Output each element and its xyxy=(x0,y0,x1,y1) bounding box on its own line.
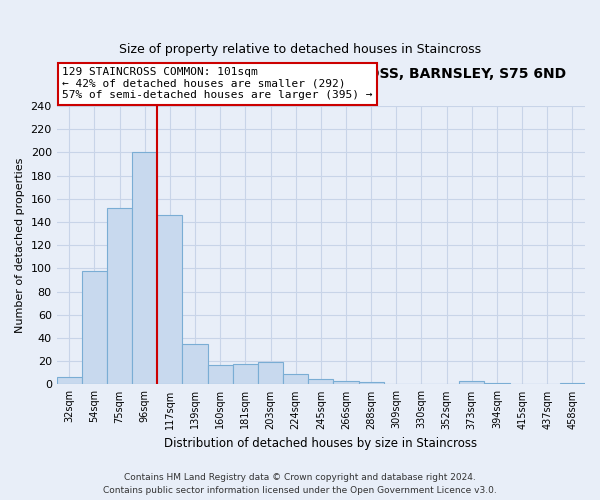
Bar xyxy=(107,208,132,384)
Text: 129 STAINCROSS COMMON: 101sqm
← 42% of detached houses are smaller (292)
57% of : 129 STAINCROSS COMMON: 101sqm ← 42% of d… xyxy=(62,67,373,100)
Bar xyxy=(233,364,258,384)
Bar xyxy=(208,364,233,384)
Bar xyxy=(258,362,283,384)
Bar xyxy=(334,381,359,384)
Bar xyxy=(459,381,484,384)
Bar xyxy=(132,152,157,384)
Bar xyxy=(182,344,208,385)
Bar xyxy=(308,378,334,384)
Y-axis label: Number of detached properties: Number of detached properties xyxy=(15,158,25,333)
X-axis label: Distribution of detached houses by size in Staincross: Distribution of detached houses by size … xyxy=(164,437,478,450)
Bar xyxy=(157,215,182,384)
Text: Size of property relative to detached houses in Staincross: Size of property relative to detached ho… xyxy=(119,42,481,56)
Text: Contains HM Land Registry data © Crown copyright and database right 2024.
Contai: Contains HM Land Registry data © Crown c… xyxy=(103,473,497,495)
Bar xyxy=(359,382,384,384)
Title: 129, STAINCROSS COMMON, STAINCROSS, BARNSLEY, S75 6ND: 129, STAINCROSS COMMON, STAINCROSS, BARN… xyxy=(75,67,566,81)
Bar xyxy=(56,378,82,384)
Bar xyxy=(283,374,308,384)
Bar xyxy=(82,270,107,384)
